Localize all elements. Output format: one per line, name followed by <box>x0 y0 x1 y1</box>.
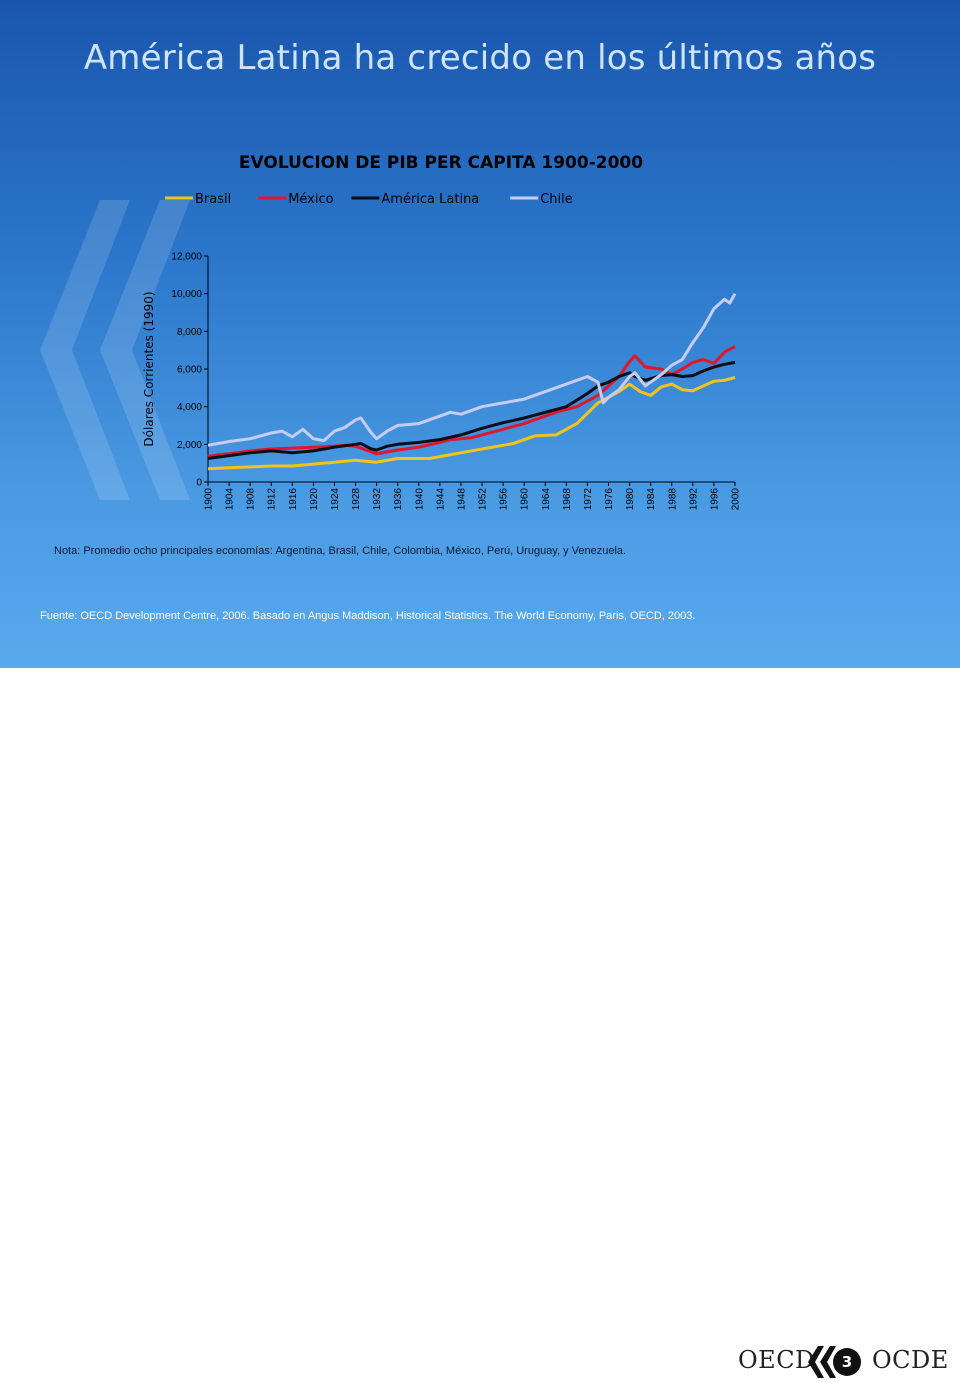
x-tick-label: 1944 <box>435 488 446 511</box>
x-tick-label: 1980 <box>625 488 636 511</box>
x-tick-label: 1932 <box>372 488 383 511</box>
y-tick-label: 12,000 <box>171 252 202 263</box>
y-tick-label: 4,000 <box>177 402 202 413</box>
chevron-outer-shape <box>40 200 130 500</box>
series-line-2 <box>207 360 736 460</box>
series-line-3 <box>207 292 737 447</box>
x-tick-label: 1908 <box>246 488 257 511</box>
legend-label-2: América Latina <box>381 192 479 207</box>
x-tick-label: 1968 <box>562 488 573 511</box>
series-line-0 <box>207 376 736 471</box>
x-tick-label: 1960 <box>520 488 531 511</box>
chevron-inner-shape <box>100 200 190 500</box>
legend-label-0: Brasil <box>195 192 231 207</box>
legend-label-3: Chile <box>540 192 573 207</box>
y-tick-label: 0 <box>196 478 202 489</box>
x-tick-label: 1920 <box>309 488 320 511</box>
x-tick-label: 1912 <box>267 488 278 511</box>
y-tick-label: 6,000 <box>177 365 202 376</box>
x-tick-label: 1972 <box>583 488 594 511</box>
slide-background: América Latina ha crecido en los últimos… <box>0 0 960 668</box>
x-tick-label: 1928 <box>351 488 362 511</box>
x-tick-label: 1948 <box>456 488 467 511</box>
x-tick-label: 1984 <box>646 488 657 511</box>
y-tick-label: 2,000 <box>177 440 202 451</box>
y-axis-label: Dólares Corrientes (1990) <box>142 291 156 446</box>
x-tick-label: 1952 <box>478 488 489 511</box>
y-tick-label: 10,000 <box>171 289 202 300</box>
y-tick-label: 8,000 <box>177 327 202 338</box>
x-tick-label: 1940 <box>414 488 425 511</box>
x-tick-label: 1964 <box>541 488 552 511</box>
chart-title: EVOLUCION DE PIB PER CAPITA 1900-2000 <box>239 153 643 173</box>
x-tick-label: 1904 <box>225 488 236 511</box>
chart-source: Fuente: OECD Development Centre, 2006. B… <box>40 610 696 622</box>
page-number-badge: 3 <box>833 1348 861 1376</box>
legend-label-1: México <box>288 192 333 207</box>
x-tick-label: 1956 <box>499 488 510 511</box>
chart-note: Nota: Promedio ocho principales economía… <box>54 545 627 557</box>
x-tick-label: 1936 <box>393 488 404 511</box>
x-tick-label: 1976 <box>604 488 615 511</box>
ocde-logo-text: OCDE <box>872 1346 949 1374</box>
x-tick-label: 1996 <box>709 488 720 511</box>
page-title: América Latina ha crecido en los últimos… <box>83 38 877 78</box>
oecd-chevron-watermark <box>40 200 190 500</box>
x-tick-label: 1924 <box>330 488 341 511</box>
x-tick-label: 2000 <box>731 488 742 511</box>
x-tick-label: 1992 <box>688 488 699 511</box>
gdp-per-capita-chart: EVOLUCION DE PIB PER CAPITA 1900-2000 Bra… <box>142 153 742 511</box>
x-tick-label: 1916 <box>288 488 299 511</box>
footer-bar: OECD 3 OCDE <box>0 668 960 1378</box>
series-line-1 <box>207 345 736 459</box>
x-tick-label: 1900 <box>204 488 215 511</box>
x-tick-label: 1988 <box>667 488 678 511</box>
